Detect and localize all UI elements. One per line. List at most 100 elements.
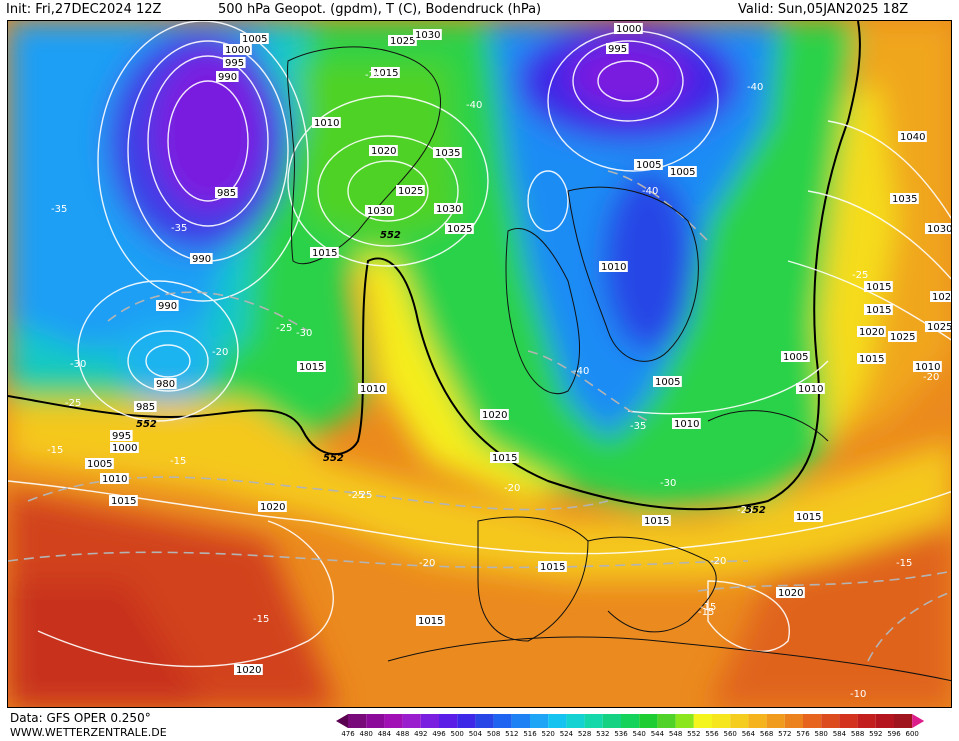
svg-text:1035: 1035 <box>435 148 460 159</box>
svg-text:1005: 1005 <box>87 459 112 470</box>
svg-text:-35: -35 <box>171 223 187 234</box>
colorbar-tick-label: 568 <box>759 730 774 738</box>
pressure-label: 1005 <box>781 351 810 363</box>
svg-text:1015: 1015 <box>866 282 891 293</box>
svg-text:1020: 1020 <box>932 292 952 303</box>
geopotential-label: 552 <box>136 419 157 430</box>
svg-text:-40: -40 <box>466 100 482 111</box>
svg-text:1010: 1010 <box>601 262 626 273</box>
svg-text:1040: 1040 <box>900 132 925 143</box>
geopotential-labels: 552 552 552 552 <box>136 230 766 516</box>
svg-text:1015: 1015 <box>540 562 565 573</box>
pressure-label: 1035 <box>433 147 462 159</box>
temperature-label: -15 <box>170 456 186 467</box>
svg-text:1010: 1010 <box>314 118 339 129</box>
svg-text:552: 552 <box>745 505 766 516</box>
temperature-label: -40 <box>747 82 763 93</box>
colorbar-swatch <box>839 714 858 728</box>
svg-text:995: 995 <box>225 58 244 69</box>
pressure-label: 1020 <box>930 291 952 303</box>
temperature-label: -25 <box>65 398 81 409</box>
temperature-label: -20 <box>710 556 726 567</box>
colorbar-left-arrow <box>336 714 348 728</box>
colorbar-tick-label: 500 <box>450 730 464 738</box>
temperature-label: -20 <box>504 483 520 494</box>
svg-text:1020: 1020 <box>859 327 884 338</box>
svg-text:995: 995 <box>112 431 131 442</box>
svg-text:-30: -30 <box>660 478 676 489</box>
colorbar-tick-label: 552 <box>687 730 701 738</box>
svg-text:-25: -25 <box>65 398 81 409</box>
svg-text:1015: 1015 <box>859 354 884 365</box>
svg-text:1030: 1030 <box>927 224 952 235</box>
colorbar-swatch <box>730 714 749 728</box>
svg-text:990: 990 <box>218 72 237 83</box>
svg-text:1025: 1025 <box>398 186 423 197</box>
svg-text:1035: 1035 <box>892 194 917 205</box>
svg-text:-25: -25 <box>852 270 868 281</box>
svg-text:1020: 1020 <box>778 588 803 599</box>
pressure-label: 1010 <box>358 383 387 395</box>
geopotential-label: 552 <box>745 505 766 516</box>
colorbar-tick-label: 532 <box>596 730 610 738</box>
svg-text:1005: 1005 <box>655 377 680 388</box>
svg-text:-25: -25 <box>276 323 292 334</box>
pressure-label: 1015 <box>857 353 886 365</box>
svg-text:1015: 1015 <box>299 362 324 373</box>
geopotential-552-contour <box>8 21 861 511</box>
pressure-label: 1020 <box>258 501 287 513</box>
data-source: Data: GFS OPER 0.250° <box>10 711 151 725</box>
pressure-label: 985 <box>134 401 157 413</box>
svg-text:1030: 1030 <box>436 204 461 215</box>
temperature-label: -20 <box>923 372 939 383</box>
pressure-label: 1025 <box>888 331 917 343</box>
colorbar-tick-label: 548 <box>668 730 683 738</box>
svg-text:1000: 1000 <box>112 443 137 454</box>
colorbar-tick-label: 564 <box>741 730 756 738</box>
svg-text:-20: -20 <box>923 372 939 383</box>
temperature-field <box>8 21 951 707</box>
pressure-label: 1015 <box>538 561 567 573</box>
temperature-label: -25 <box>852 270 868 281</box>
svg-text:-15: -15 <box>698 607 714 618</box>
colorbar-tick-label: 496 <box>432 730 446 738</box>
temperature-label: -15 <box>700 602 716 613</box>
pressure-label: 1005 <box>85 458 114 470</box>
svg-text:1000: 1000 <box>616 24 641 35</box>
pressure-label: 1020 <box>234 664 263 676</box>
svg-text:1015: 1015 <box>644 516 669 527</box>
colorbar-tick-label: 484 <box>377 730 392 738</box>
svg-text:1030: 1030 <box>367 206 392 217</box>
svg-text:1010: 1010 <box>798 384 823 395</box>
svg-text:552: 552 <box>380 230 401 241</box>
svg-text:1005: 1005 <box>670 167 695 178</box>
temperature-label: -15 <box>896 558 912 569</box>
colorbar-swatch <box>493 714 512 728</box>
colorbar-swatch <box>857 714 876 728</box>
colorbar-tick-label: 476 <box>341 730 355 738</box>
temperature-label: -40 <box>642 186 658 197</box>
svg-text:1020: 1020 <box>482 410 507 421</box>
pressure-label: 990 <box>216 71 239 83</box>
colorbar-swatch <box>803 714 822 728</box>
pressure-label: 1025 <box>388 35 417 47</box>
colorbar-swatch <box>475 714 494 728</box>
colorbar-swatch <box>894 714 913 728</box>
geopotential-label: 552 <box>323 453 344 464</box>
colorbar-tick-label: 584 <box>832 730 847 738</box>
svg-text:1015: 1015 <box>796 512 821 523</box>
svg-text:-15: -15 <box>170 456 186 467</box>
colorbar-tick-label: 580 <box>814 730 828 738</box>
svg-text:1025: 1025 <box>927 322 952 333</box>
pressure-label: 1020 <box>369 145 398 157</box>
svg-text:1015: 1015 <box>866 305 891 316</box>
svg-text:985: 985 <box>217 188 236 199</box>
svg-text:552: 552 <box>323 453 344 464</box>
pressure-labels: 1005100099599098599099098098599510001005… <box>85 23 952 676</box>
colorbar-swatch <box>766 714 785 728</box>
colorbar-swatch <box>639 714 658 728</box>
colorbar-tick-label: 556 <box>705 730 719 738</box>
pressure-label: 1015 <box>297 361 326 373</box>
svg-text:1025: 1025 <box>447 224 472 235</box>
colorbar-swatch <box>420 714 439 728</box>
